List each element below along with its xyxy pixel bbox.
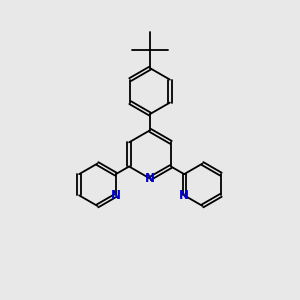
Text: N: N: [179, 189, 189, 202]
Text: N: N: [111, 189, 121, 202]
Text: N: N: [145, 172, 155, 185]
